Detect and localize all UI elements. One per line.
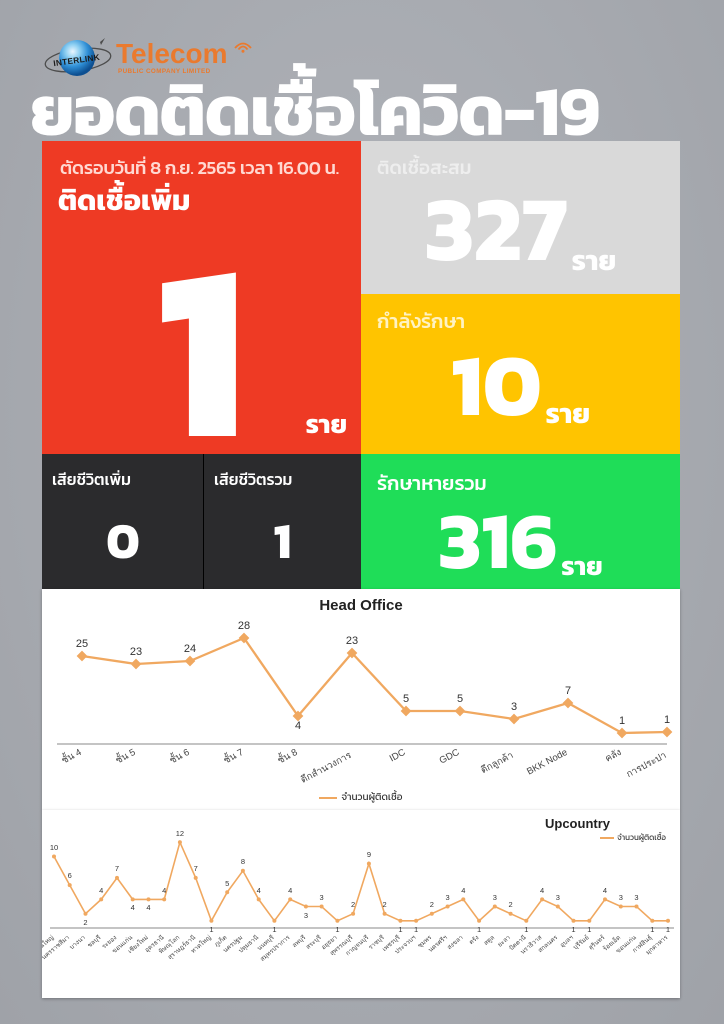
svg-text:ชั้น 8: ชั้น 8 (275, 745, 300, 766)
svg-text:2: 2 (509, 900, 513, 909)
svg-text:3: 3 (511, 701, 517, 713)
svg-text:9: 9 (367, 850, 371, 859)
svg-text:5: 5 (457, 693, 463, 705)
svg-text:ชั้น 4: ชั้น 4 (59, 745, 84, 766)
svg-text:GDC: GDC (438, 747, 462, 767)
svg-text:สระบุรี: สระบุรี (304, 933, 323, 951)
svg-text:4: 4 (295, 720, 301, 732)
svg-text:3: 3 (320, 893, 324, 902)
svg-text:1: 1 (650, 925, 654, 934)
svg-text:3: 3 (446, 893, 450, 902)
svg-text:24: 24 (184, 643, 196, 655)
svg-text:สงขลา: สงขลา (446, 934, 465, 951)
svg-text:2: 2 (351, 900, 355, 909)
svg-text:2: 2 (83, 918, 87, 927)
svg-text:ชั้น 5: ชั้น 5 (113, 745, 138, 766)
svg-text:ตรัง: ตรัง (468, 934, 480, 946)
svg-text:1: 1 (398, 925, 402, 934)
svg-text:1: 1 (209, 925, 213, 934)
svg-text:4: 4 (99, 886, 103, 895)
svg-text:3: 3 (493, 893, 497, 902)
svg-text:ชั้น 6: ชั้น 6 (167, 745, 192, 766)
svg-text:1: 1 (477, 925, 481, 934)
svg-text:12: 12 (176, 829, 184, 838)
svg-text:4: 4 (461, 886, 465, 895)
svg-text:4: 4 (288, 886, 292, 895)
svg-text:การประปา: การประปา (625, 750, 669, 780)
svg-text:23: 23 (130, 646, 142, 658)
svg-text:ตึกสำนวงการ: ตึกสำนวงการ (299, 750, 353, 786)
svg-text:7: 7 (115, 864, 119, 873)
svg-text:บางนา: บางนา (68, 934, 86, 951)
svg-text:1: 1 (414, 925, 418, 934)
svg-text:1: 1 (587, 925, 591, 934)
svg-text:1: 1 (664, 714, 670, 726)
svg-text:5: 5 (225, 879, 229, 888)
svg-text:1: 1 (272, 925, 276, 934)
svg-text:3: 3 (619, 893, 623, 902)
svg-text:3: 3 (634, 893, 638, 902)
svg-text:10: 10 (50, 843, 58, 852)
svg-text:1: 1 (666, 925, 670, 934)
svg-text:1: 1 (571, 925, 575, 934)
svg-text:4: 4 (257, 886, 261, 895)
svg-text:3: 3 (304, 911, 308, 920)
svg-text:1: 1 (619, 715, 625, 727)
svg-text:7: 7 (194, 864, 198, 873)
svg-text:2: 2 (430, 900, 434, 909)
svg-text:ชั้น 7: ชั้น 7 (221, 745, 246, 766)
svg-text:1: 1 (335, 925, 339, 934)
svg-text:28: 28 (238, 620, 250, 632)
svg-text:บุรีรัมย์: บุรีรัมย์ (571, 933, 590, 951)
svg-text:IDC: IDC (388, 747, 408, 764)
svg-text:4: 4 (146, 903, 150, 912)
svg-text:8: 8 (241, 857, 245, 866)
svg-text:ชลบุรี: ชลบุรี (86, 933, 103, 949)
svg-text:คลัง: คลัง (603, 747, 623, 765)
svg-text:25: 25 (76, 638, 88, 650)
svg-text:สตูล: สตูล (483, 934, 497, 947)
svg-text:4: 4 (603, 886, 607, 895)
svg-text:BKK Node: BKK Node (525, 747, 569, 778)
svg-text:4: 4 (540, 886, 544, 895)
svg-text:4: 4 (131, 903, 135, 912)
svg-text:5: 5 (403, 693, 409, 705)
svg-text:7: 7 (565, 685, 571, 697)
svg-text:4: 4 (162, 886, 166, 895)
svg-text:3: 3 (556, 893, 560, 902)
svg-text:2: 2 (383, 900, 387, 909)
svg-text:6: 6 (68, 871, 72, 880)
svg-text:ตึกลูกค้า: ตึกลูกค้า (479, 750, 515, 776)
svg-text:1: 1 (524, 925, 528, 934)
svg-text:23: 23 (346, 635, 358, 647)
